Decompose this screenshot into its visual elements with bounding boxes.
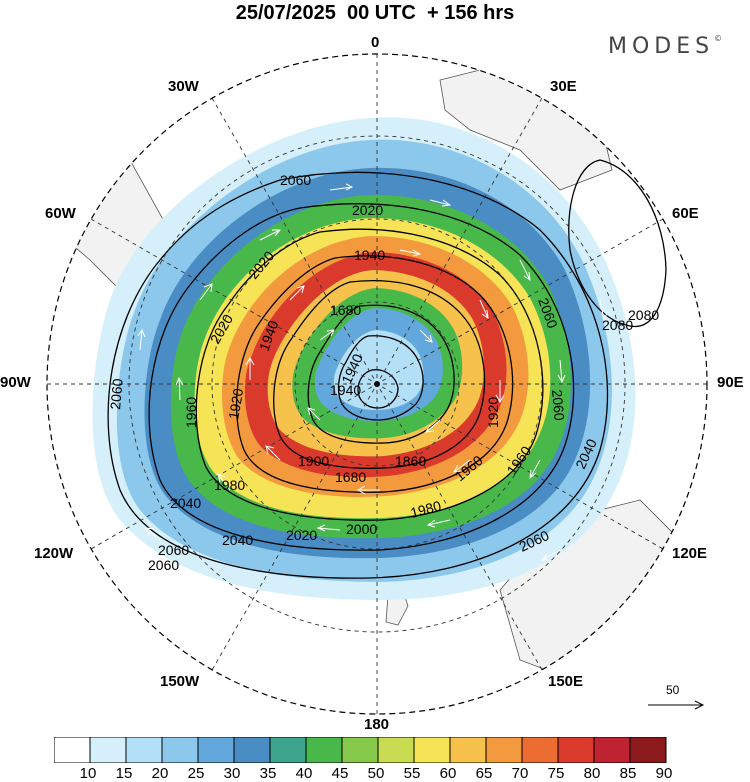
- colorbar-tick-label: 80: [583, 765, 601, 782]
- contour-label: 2080: [602, 317, 633, 333]
- colorbar-swatch: [485, 737, 523, 763]
- longitude-label-60e: 60E: [672, 205, 699, 222]
- colorbar-tick-label: 25: [187, 765, 205, 782]
- wind-vectors: [137, 183, 608, 561]
- contour-label: 1940: [330, 382, 361, 398]
- colorbar: [54, 737, 667, 763]
- colorbar-swatch: [593, 737, 631, 763]
- contour-label: 2000: [346, 521, 377, 537]
- modes-logo: MODES©: [608, 34, 722, 59]
- map-title: 25/07/2025 00 UTC + 156 hrs: [235, 2, 515, 24]
- colorbar-swatch: [125, 737, 163, 763]
- contour-label: 1960: [183, 397, 199, 428]
- colorbar-tick-label: 40: [295, 765, 313, 782]
- contour-label: 2060: [148, 557, 179, 573]
- colorbar-tick-label: 90: [655, 765, 673, 782]
- colorbar-tick-label: 15: [115, 765, 133, 782]
- longitude-label-150e: 150E: [548, 673, 584, 690]
- colorbar-swatch: [233, 737, 271, 763]
- colorbar-tick-label: 70: [511, 765, 529, 782]
- longitude-label-120w: 120W: [34, 545, 74, 562]
- map-boundary: [46, 53, 708, 715]
- contour-label: 1860: [395, 453, 426, 469]
- colorbar-tick-label: 75: [547, 765, 565, 782]
- longitude-label-30e: 30E: [550, 78, 577, 95]
- colorbar-swatch: [377, 737, 415, 763]
- colorbar-swatch: [629, 737, 667, 763]
- colorbar-tick-label: 10: [79, 765, 97, 782]
- longitude-label-60w: 60W: [45, 205, 76, 222]
- colorbar-swatch: [54, 737, 91, 763]
- longitude-label-120e: 120E: [672, 545, 708, 562]
- south-pole-marker: [374, 381, 380, 387]
- colorbar-tick-label: 60: [439, 765, 457, 782]
- contour-label: 2020: [352, 202, 383, 218]
- contour-label: 2060: [549, 389, 568, 422]
- contour-label: 1900: [298, 453, 329, 469]
- reference-vector-label: 50: [666, 683, 680, 697]
- colorbar-tick-label: 55: [403, 765, 421, 782]
- colorbar-swatch: [449, 737, 487, 763]
- contour-label: 1980: [409, 497, 443, 521]
- longitude-label-90w: 90W: [0, 374, 31, 391]
- height-contours: [107, 159, 667, 579]
- colorbar-swatch: [89, 737, 127, 763]
- longitude-label-0: 0: [371, 34, 380, 51]
- contour-label: 2040: [222, 532, 253, 548]
- colorbar-tick-label: 85: [619, 765, 637, 782]
- colorbar-swatch: [557, 737, 595, 763]
- contour-label: 2060: [280, 172, 311, 188]
- longitude-label-180: 180: [364, 716, 390, 733]
- contour-label: 2040: [170, 495, 201, 511]
- colorbar-swatch: [521, 737, 559, 763]
- longitude-label-90e: 90E: [717, 374, 744, 391]
- colorbar-swatch: [413, 737, 451, 763]
- colorbar-swatch: [197, 737, 235, 763]
- colorbar-tick-label: 30: [223, 765, 241, 782]
- contour-label: 1940: [354, 247, 385, 263]
- contour-label: 1920: [485, 397, 501, 428]
- contour-label: 1920: [225, 387, 246, 421]
- colorbar-swatch: [161, 737, 199, 763]
- contour-label: 1680: [330, 302, 361, 318]
- colorbar-swatch: [305, 737, 343, 763]
- contour-label: 2020: [286, 527, 317, 543]
- reference-vector: 50: [646, 683, 706, 715]
- copyright-mark: ©: [714, 34, 723, 43]
- contour-label: 1680: [335, 469, 366, 485]
- colorbar-tick-label: 45: [331, 765, 349, 782]
- contour-label: 1980: [214, 477, 245, 493]
- reference-arrow-icon: [648, 700, 705, 710]
- colorbar-tick-label: 50: [367, 765, 385, 782]
- colorbar-tick-label: 35: [259, 765, 277, 782]
- colorbar-tick-label: 65: [475, 765, 493, 782]
- colorbar-swatch: [341, 737, 379, 763]
- colorbar-tick-label: 20: [151, 765, 169, 782]
- colorbar-swatch: [269, 737, 307, 763]
- contour-label: 2080: [628, 307, 659, 323]
- contour-label: 2060: [158, 542, 189, 558]
- brand-text: MODES: [608, 34, 715, 59]
- longitude-label-150w: 150W: [160, 673, 200, 690]
- longitude-label-30w: 30W: [168, 78, 199, 95]
- contour-label: 2060: [107, 378, 126, 411]
